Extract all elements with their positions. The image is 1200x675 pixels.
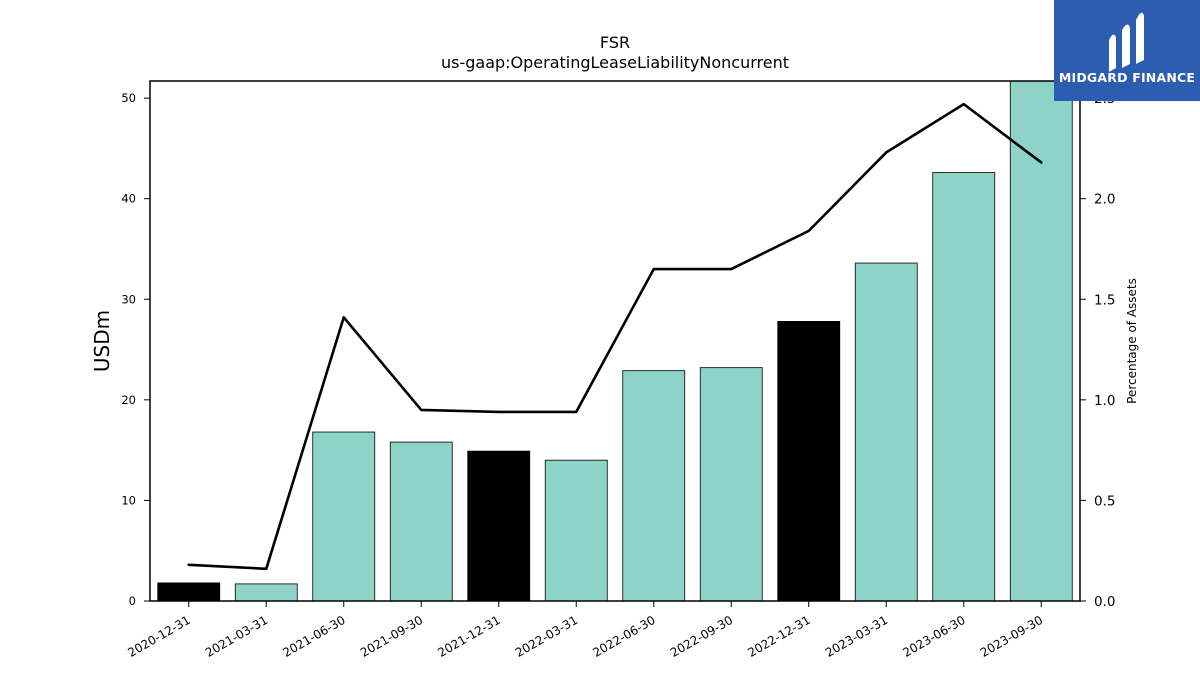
y-tick-label-30: 30 bbox=[121, 292, 136, 306]
x-tick-label-2023-06-30: 2023-06-30 bbox=[900, 613, 967, 660]
y-tick-label-20: 20 bbox=[121, 393, 136, 407]
y-tick-label-50: 50 bbox=[121, 91, 136, 105]
x-tick-label-2021-12-31: 2021-12-31 bbox=[435, 613, 502, 660]
bar-2021-03-31 bbox=[234, 583, 298, 602]
x-tick-label-2022-06-30: 2022-06-30 bbox=[590, 613, 657, 660]
y-tick-label-10: 10 bbox=[121, 493, 136, 507]
y-tick-label-40: 40 bbox=[121, 192, 136, 206]
x-tick-label-2021-06-30: 2021-06-30 bbox=[280, 613, 347, 660]
bar-2023-06-30 bbox=[932, 172, 996, 602]
x-tick-label-2020-12-31: 2020-12-31 bbox=[125, 613, 192, 660]
bar-2020-12-31 bbox=[157, 582, 221, 602]
percentage-line bbox=[187, 102, 1043, 571]
x-tick-label-2021-09-30: 2021-09-30 bbox=[358, 613, 425, 660]
x-tick-label-2022-12-31: 2022-12-31 bbox=[745, 613, 812, 660]
x-tick-label-2022-09-30: 2022-09-30 bbox=[668, 613, 735, 660]
chart-subtitle: us-gaap:OperatingLeaseLiabilityNoncurren… bbox=[441, 53, 789, 72]
bar-2021-06-30 bbox=[312, 431, 376, 602]
y-right-tick-label-0.5: 0.5 bbox=[1094, 493, 1115, 509]
bar-2022-09-30 bbox=[699, 367, 763, 602]
y-tick-label-0: 0 bbox=[129, 594, 136, 608]
bar-2022-12-31 bbox=[777, 320, 841, 602]
y-right-tick-label-1: 1.0 bbox=[1094, 393, 1115, 409]
x-tick-label-2022-03-31: 2022-03-31 bbox=[513, 613, 580, 660]
chart-title: FSR bbox=[600, 33, 630, 52]
y-right-tick-label-0: 0.0 bbox=[1094, 594, 1115, 610]
bar-2023-09-30 bbox=[1009, 80, 1073, 602]
bar-2023-03-31 bbox=[854, 262, 918, 602]
bar-2022-06-30 bbox=[622, 370, 686, 602]
logo-text: MIDGARD FINANCE bbox=[1058, 70, 1196, 85]
brand-logo: MIDGARD FINANCE bbox=[1054, 0, 1200, 101]
y-right-tick-label-1.5: 1.5 bbox=[1094, 292, 1115, 308]
y-axis-right-label: Percentage of Assets bbox=[1125, 278, 1139, 404]
line-series bbox=[187, 102, 1043, 571]
y-right-tick-label-2: 2.0 bbox=[1094, 192, 1115, 208]
plot-frame bbox=[149, 80, 1081, 602]
bar-2021-09-30 bbox=[389, 441, 453, 602]
x-tick-label-2021-03-31: 2021-03-31 bbox=[203, 613, 270, 660]
y-axis-label: USDm bbox=[90, 310, 114, 372]
bar-2021-12-31 bbox=[467, 450, 531, 602]
x-tick-label-2023-09-30: 2023-09-30 bbox=[978, 613, 1045, 660]
logo-mark-icon bbox=[1054, 0, 1200, 101]
bar-series bbox=[157, 80, 1073, 602]
bar-2022-03-31 bbox=[544, 459, 608, 602]
x-tick-label-2023-03-31: 2023-03-31 bbox=[823, 613, 890, 660]
